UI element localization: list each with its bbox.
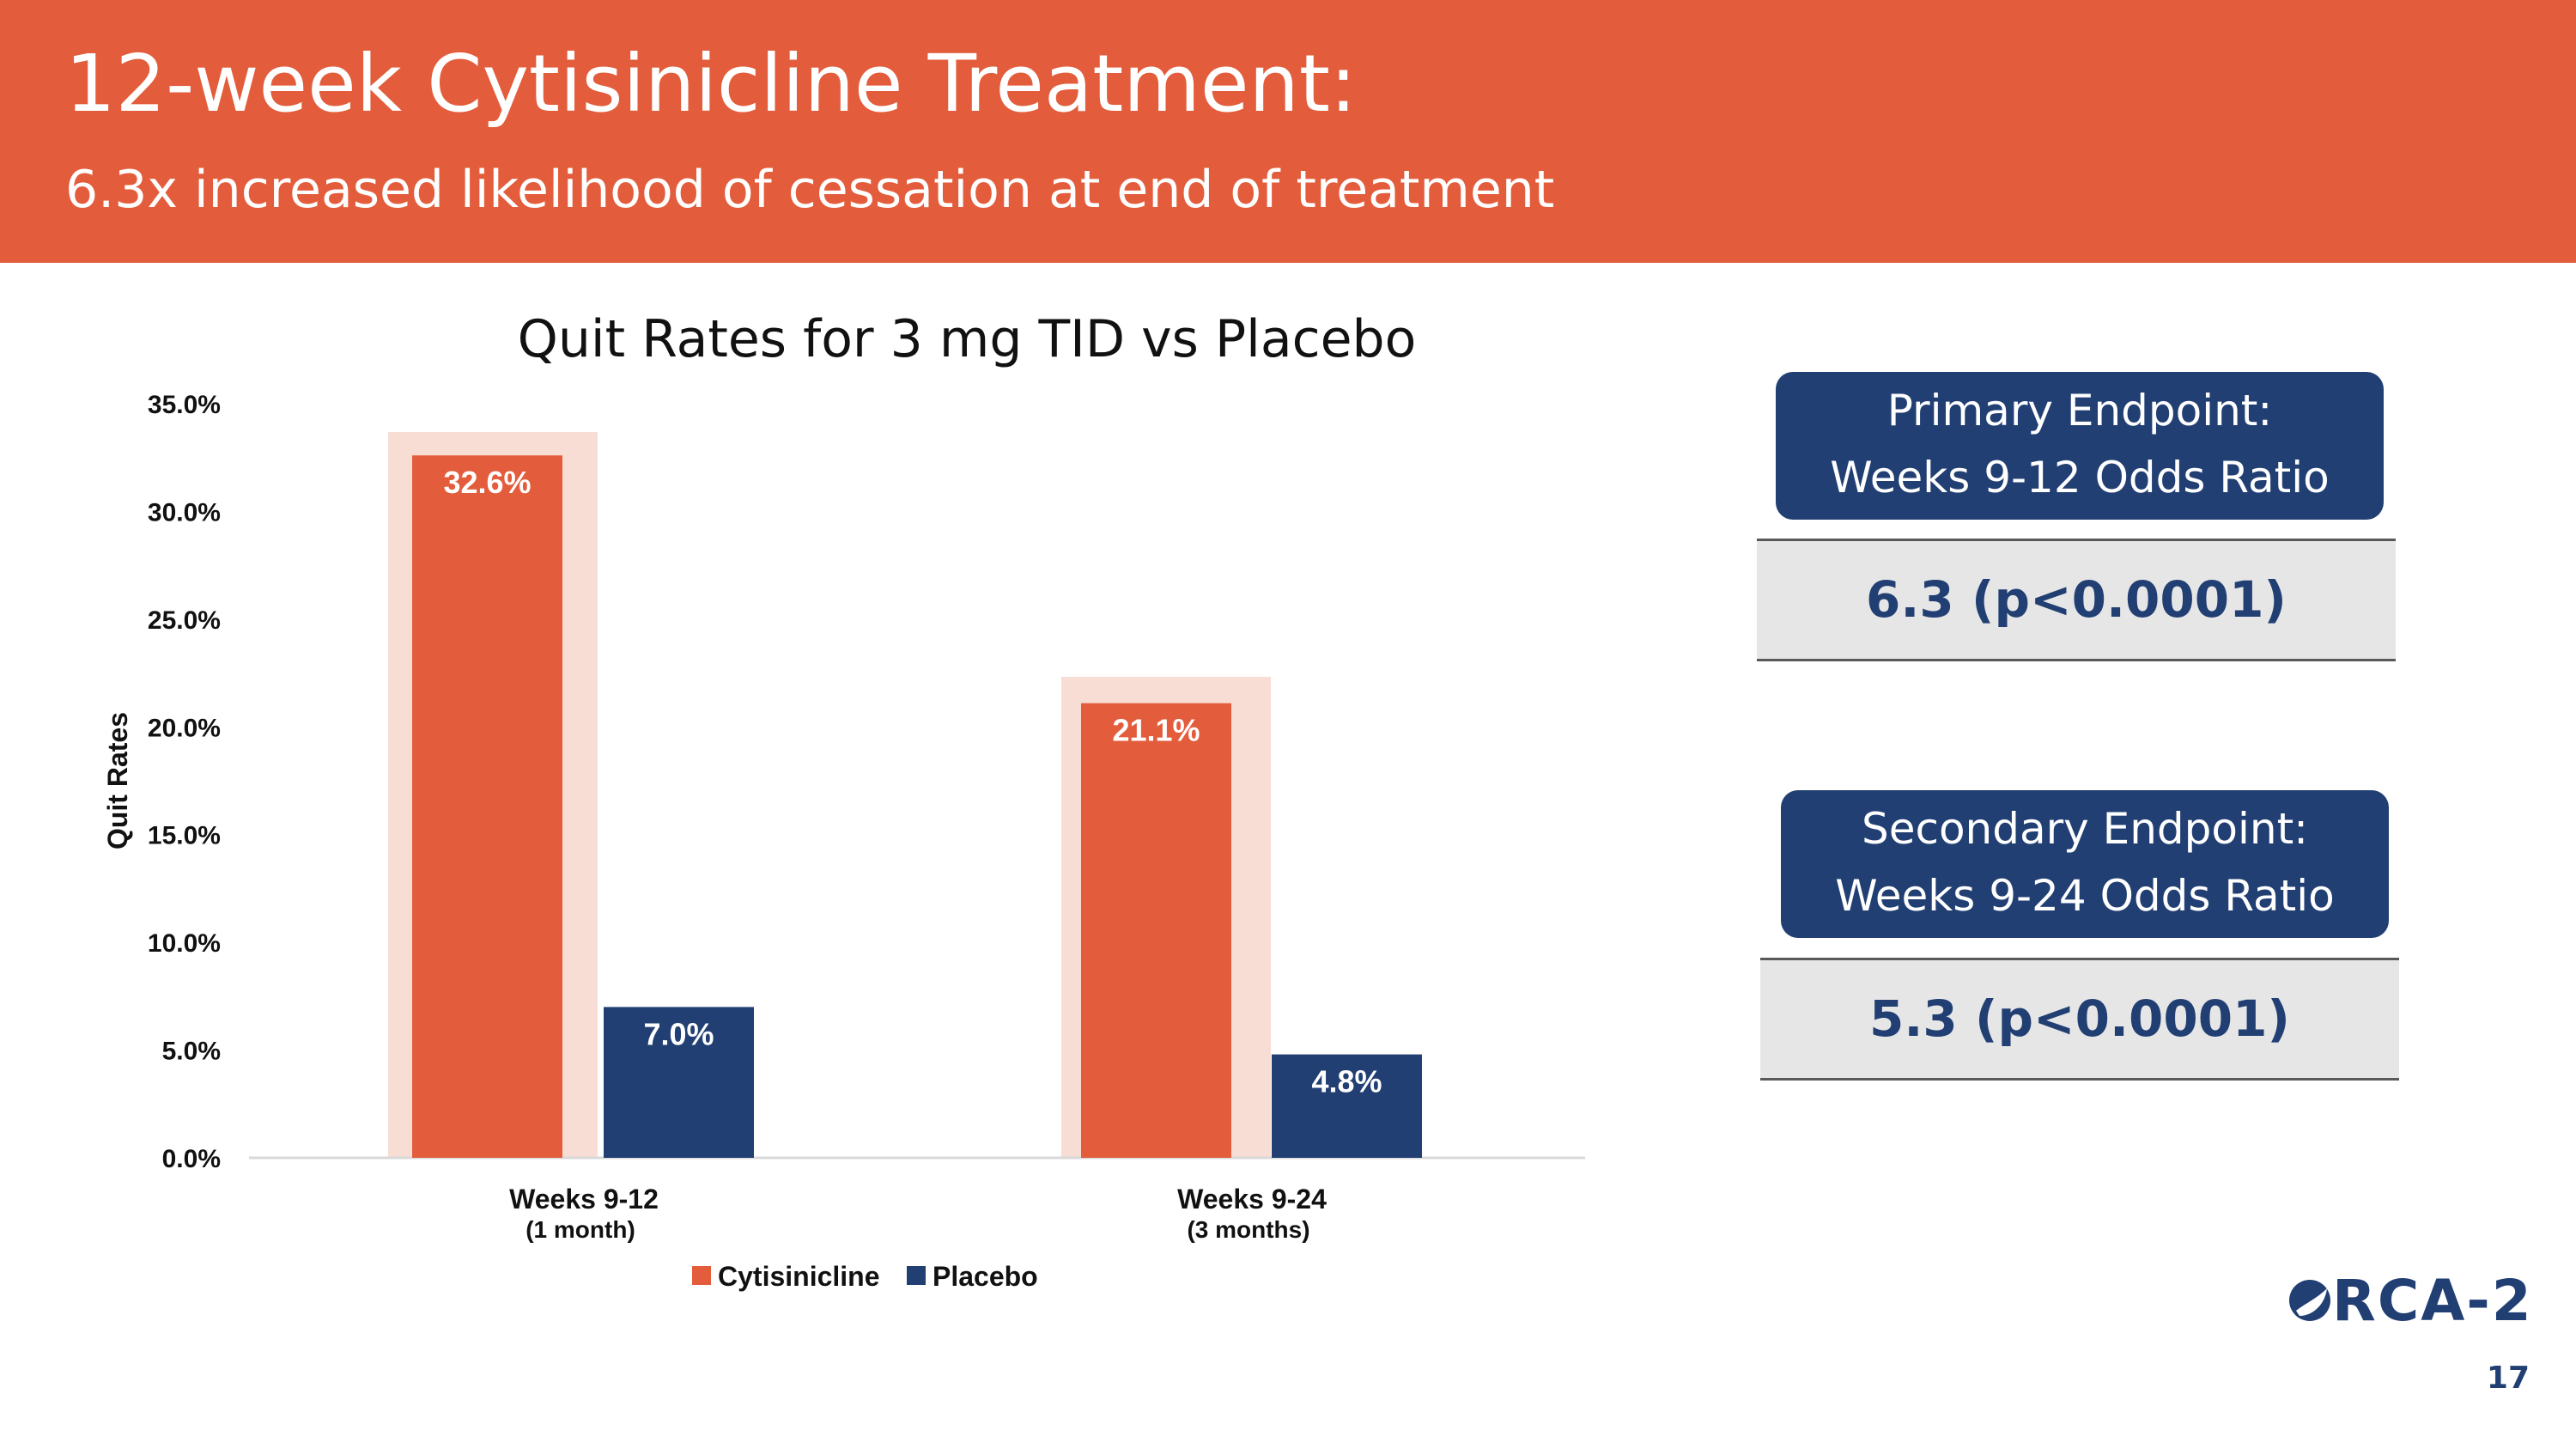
page-number: 17 [2486,1361,2530,1396]
slide-header: 12-week Cytisinicline Treatment: 6.3x in… [0,0,2576,263]
bar-value-label: 7.0% [643,1016,714,1051]
bar-value-label: 32.6% [443,465,531,500]
slide-subtitle: 6.3x increased likelihood of cessation a… [65,160,1555,220]
y-tick-label: 20.0% [148,714,221,742]
x-category-label: Weeks 9-12 [509,1184,659,1215]
primary-endpoint-subtitle: Weeks 9-12 Odds Ratio [1830,453,2330,502]
y-tick-label: 5.0% [162,1038,221,1066]
bar-placebo [604,1007,754,1158]
legend-swatch [692,1266,711,1285]
bar-cytisinicline [1081,703,1231,1158]
y-tick-label: 10.0% [148,929,221,958]
y-tick-label: 30.0% [148,498,221,527]
secondary-endpoint-subtitle: Weeks 9-24 Odds Ratio [1835,871,2335,921]
bar-value-label: 21.1% [1112,713,1200,748]
bar-value-label: 4.8% [1311,1064,1382,1099]
quit-rates-chart: 35.0% 30.0% 25.0% 20.0% 15.0% 10.0% 5.0% 0.0% Qu… [102,391,1585,1292]
primary-endpoint-header: Primary Endpoint: Weeks 9-12 Odds Ratio [1776,372,2384,520]
primary-endpoint-title: Primary Endpoint: [1886,386,2273,435]
x-category-sublabel: (1 month) [526,1216,635,1243]
y-tick-label: 35.0% [148,391,221,419]
y-tick-label: 0.0% [162,1145,221,1173]
primary-endpoint-value: 6.3 (p<0.0001) [1757,539,2396,661]
bar-cytisinicline [412,455,562,1158]
chart-title: Quit Rates for 3 mg TID vs Placebo [517,309,1417,369]
legend-label: Cytisinicline [718,1261,880,1292]
orca-2-logo: RCA-2 [2287,1266,2533,1335]
slide-title: 12-week Cytisinicline Treatment: [65,38,1357,130]
legend-swatch [907,1266,926,1285]
y-tick-label: 25.0% [148,606,221,635]
y-axis-label: Quit Rates [102,712,133,849]
bar-placebo [1272,1054,1422,1158]
logo-text: RCA-2 [2332,1267,2533,1334]
secondary-endpoint-header: Secondary Endpoint: Weeks 9-24 Odds Rati… [1781,790,2389,938]
secondary-endpoint-value: 5.3 (p<0.0001) [1760,958,2399,1081]
orca-logo-icon [2289,1280,2330,1321]
x-category-sublabel: (3 months) [1187,1216,1309,1243]
x-category-label: Weeks 9-24 [1177,1184,1327,1215]
y-tick-label: 15.0% [148,822,221,850]
secondary-endpoint-title: Secondary Endpoint: [1861,804,2309,854]
legend-label: Placebo [933,1261,1038,1292]
